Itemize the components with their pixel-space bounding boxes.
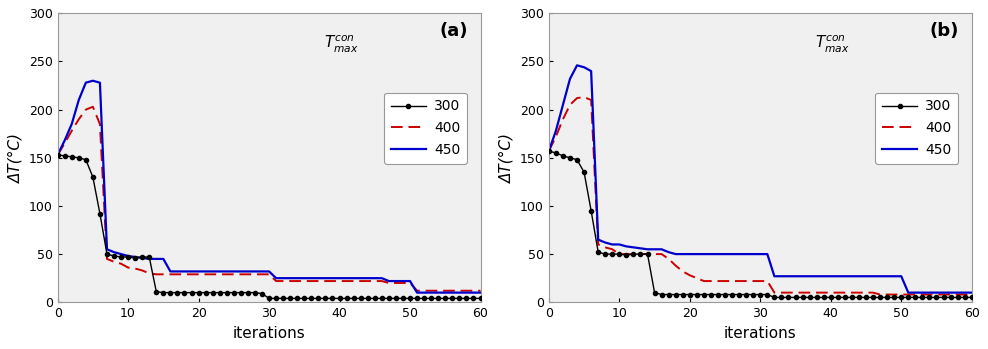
300 xyxy=(769,295,781,299)
400 xyxy=(966,292,978,297)
400 xyxy=(312,279,324,283)
450 xyxy=(312,276,324,280)
Text: $T_{max}^{con}$: $T_{max}^{con}$ xyxy=(324,34,359,55)
400 xyxy=(285,279,296,283)
Legend: 300, 400, 450: 300, 400, 450 xyxy=(384,92,467,164)
450 xyxy=(87,79,99,83)
Legend: 300, 400, 450: 300, 400, 450 xyxy=(875,92,958,164)
400 xyxy=(474,289,486,293)
Line: 400: 400 xyxy=(549,97,972,295)
400 xyxy=(411,289,423,293)
300 xyxy=(263,296,275,300)
300 xyxy=(474,296,486,300)
X-axis label: iterations: iterations xyxy=(724,326,796,341)
400 xyxy=(87,105,99,109)
450 xyxy=(649,247,661,251)
300 xyxy=(51,153,63,157)
450 xyxy=(206,269,218,274)
Text: (b): (b) xyxy=(930,22,959,40)
400 xyxy=(51,153,63,157)
300 xyxy=(627,252,639,256)
300 xyxy=(285,296,296,300)
300 xyxy=(425,296,437,300)
300 xyxy=(966,295,978,299)
Line: 400: 400 xyxy=(57,107,480,291)
Line: 300: 300 xyxy=(546,149,974,299)
300 xyxy=(803,295,815,299)
450 xyxy=(474,290,486,295)
300 xyxy=(691,292,702,297)
Line: 450: 450 xyxy=(57,81,480,292)
450 xyxy=(411,290,423,295)
450 xyxy=(698,252,709,256)
Line: 450: 450 xyxy=(549,65,972,292)
450 xyxy=(285,276,296,280)
300 xyxy=(136,255,148,259)
300 xyxy=(776,295,787,299)
400 xyxy=(803,290,815,295)
Line: 300: 300 xyxy=(55,153,482,300)
Text: (a): (a) xyxy=(440,22,468,40)
300 xyxy=(200,290,211,295)
400 xyxy=(924,292,936,297)
450 xyxy=(543,149,555,153)
400 xyxy=(543,149,555,153)
300 xyxy=(312,296,324,300)
300 xyxy=(543,149,555,153)
450 xyxy=(433,290,445,295)
450 xyxy=(803,274,815,279)
450 xyxy=(157,257,169,261)
Y-axis label: ΔT(°C): ΔT(°C) xyxy=(500,133,515,183)
450 xyxy=(143,257,155,261)
450 xyxy=(51,153,63,157)
450 xyxy=(902,290,914,295)
Text: $T_{max}^{con}$: $T_{max}^{con}$ xyxy=(815,34,850,55)
400 xyxy=(157,272,169,276)
400 xyxy=(634,252,646,256)
400 xyxy=(874,292,886,297)
400 xyxy=(698,279,709,283)
X-axis label: iterations: iterations xyxy=(233,326,305,341)
450 xyxy=(966,290,978,295)
300 xyxy=(150,290,162,294)
Y-axis label: ΔT(°C): ΔT(°C) xyxy=(8,133,24,183)
400 xyxy=(143,271,155,275)
300 xyxy=(917,295,929,299)
400 xyxy=(433,289,445,293)
400 xyxy=(776,290,787,295)
450 xyxy=(634,246,646,251)
400 xyxy=(649,252,661,256)
400 xyxy=(578,95,590,99)
400 xyxy=(206,272,218,276)
450 xyxy=(776,274,787,279)
300 xyxy=(641,252,653,256)
450 xyxy=(924,290,936,295)
450 xyxy=(571,63,583,67)
